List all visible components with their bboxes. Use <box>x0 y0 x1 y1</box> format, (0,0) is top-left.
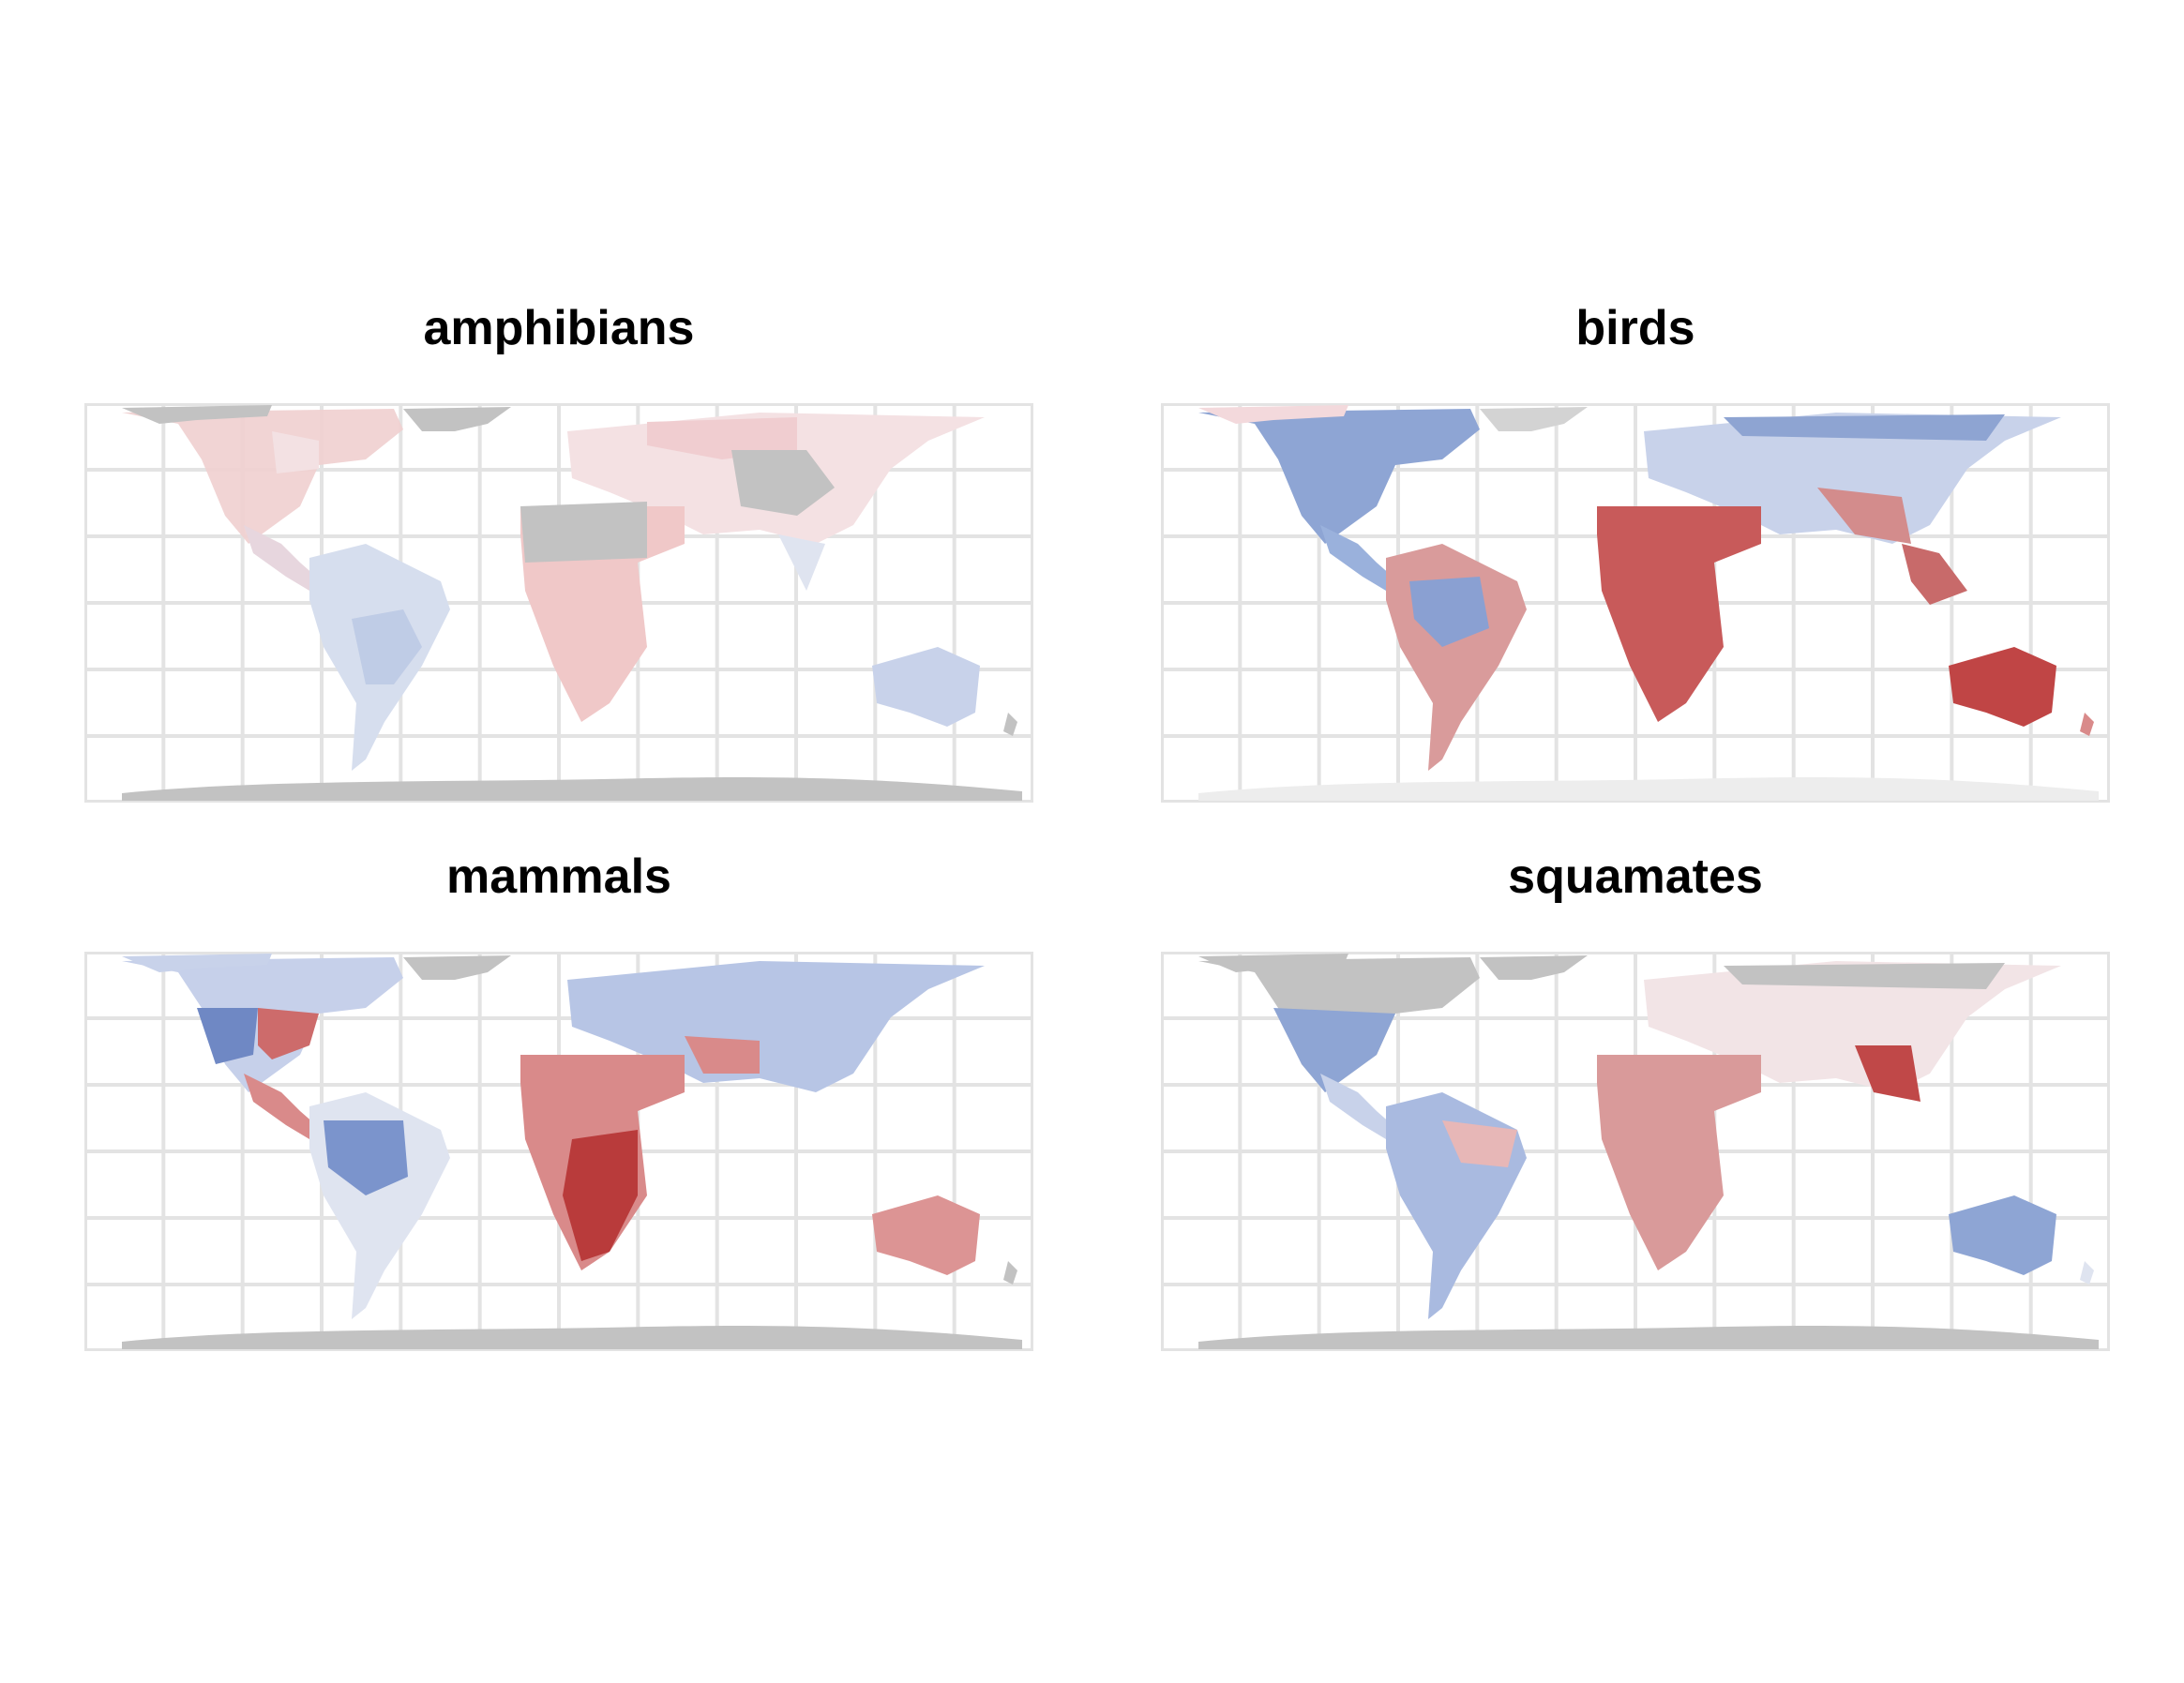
new-zealand <box>2080 713 2094 736</box>
southeast-asia <box>1902 544 1967 605</box>
south-america <box>1386 1092 1527 1319</box>
panel-squamates: squamates <box>1161 849 2110 1355</box>
new-zealand <box>1003 1261 1017 1285</box>
panel-mammals: mammals <box>84 849 1033 1355</box>
world-map-mammals <box>84 952 1033 1351</box>
panel-birds: birds <box>1161 300 2110 806</box>
world-map-squamates <box>1161 952 2110 1351</box>
africa <box>520 1055 685 1270</box>
south-america <box>309 1092 450 1319</box>
new-zealand <box>2080 1261 2094 1285</box>
australia <box>1949 647 2056 727</box>
panel-title: mammals <box>446 849 671 904</box>
central-america <box>244 1074 330 1145</box>
australia <box>1949 1195 2056 1275</box>
central-america <box>1320 525 1407 596</box>
new-zealand <box>1003 713 1017 736</box>
south-america <box>309 544 450 771</box>
antarctica <box>122 777 1022 801</box>
south-america <box>1386 544 1527 771</box>
antarctica <box>122 1326 1022 1349</box>
greenland <box>122 405 511 431</box>
world-map-birds <box>1161 403 2110 803</box>
antarctica <box>1198 777 2099 801</box>
world-map-amphibians <box>84 403 1033 803</box>
north-america <box>122 957 403 1092</box>
panel-amphibians: amphibians <box>84 300 1033 806</box>
north-america <box>1198 957 1480 1092</box>
australia <box>872 647 980 727</box>
north-america <box>1198 409 1480 544</box>
panel-title: squamates <box>1508 849 1763 904</box>
antarctica <box>1198 1326 2099 1349</box>
greenland <box>122 954 511 980</box>
north-america <box>122 409 403 544</box>
panel-title: birds <box>1575 301 1695 355</box>
central-america <box>244 525 330 596</box>
greenland <box>1198 954 1588 980</box>
africa <box>1597 506 1761 722</box>
greenland <box>1198 405 1588 431</box>
panel-title: amphibians <box>423 301 695 355</box>
central-america <box>1320 1074 1407 1145</box>
africa <box>520 502 685 722</box>
australia <box>872 1195 980 1275</box>
africa <box>1597 1055 1761 1270</box>
